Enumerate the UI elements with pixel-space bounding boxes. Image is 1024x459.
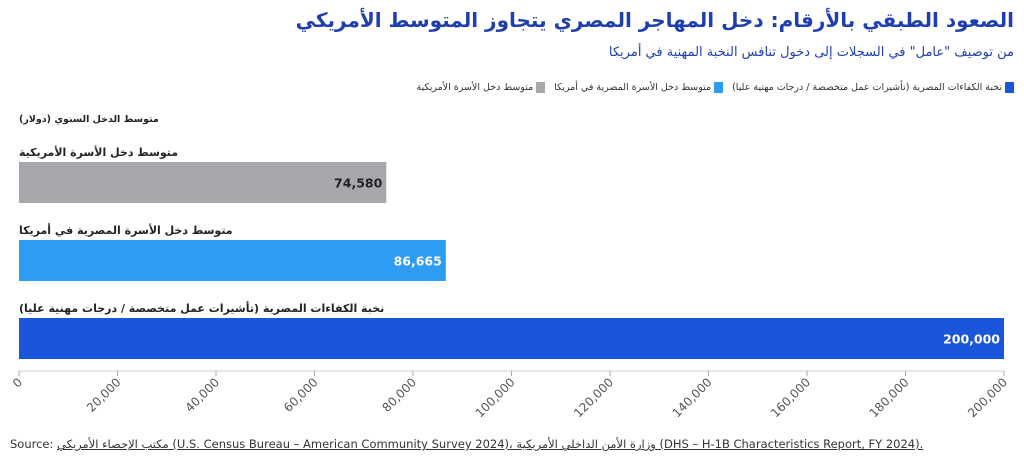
x-tick-label-1: 20,000 [84,375,124,415]
legend-swatch-elite [1005,82,1014,93]
legend-swatch-us-household [536,82,546,93]
x-tick-label-9: 180,000 [867,375,912,420]
x-tick-label-4: 80,000 [380,375,420,415]
x-tick-label-0: 0 [10,375,25,390]
category-label-0: متوسط دخل الأسرة الأمريكية [19,145,178,159]
y-axis-title: متوسط الدخل السنوي (دولار) [19,114,159,125]
legend-label-egyptian-household: متوسط دخل الأسرة المصرية في أمريكا [554,82,712,93]
source-note: Source: مكتب الإحصاء الأمريكي (U.S. Cens… [10,437,923,451]
value-label-0: 74,580 [334,176,383,191]
legend-item-elite[interactable]: نخبة الكفاءات المصرية (تأشيرات عمل متخصص… [732,82,1014,93]
x-tick-label-5: 100,000 [473,375,518,420]
source-link[interactable]: مكتب الإحصاء الأمريكي (U.S. Census Burea… [57,437,924,451]
x-tick-label-10: 200,000 [965,375,1010,420]
legend-label-us-household: متوسط دخل الأسرة الأمريكية [416,82,534,93]
x-tick-label-6: 120,000 [571,375,616,420]
category-label-1: متوسط دخل الأسرة المصرية في أمريكا [19,223,233,237]
source-label: Source: [10,437,54,451]
x-tick-label-8: 160,000 [768,375,813,420]
chart-title: الصعود الطبقي بالأرقام: دخل المهاجر المص… [295,8,1014,32]
x-tick-label-7: 140,000 [670,375,715,420]
bar-0[interactable] [19,162,387,203]
value-label-2: 200,000 [943,332,1000,347]
legend-item-us-household[interactable]: متوسط دخل الأسرة الأمريكية [416,82,546,93]
category-label-2: نخبة الكفاءات المصرية (تأشيرات عمل متخصص… [19,301,384,315]
legend: نخبة الكفاءات المصرية (تأشيرات عمل متخصص… [10,82,1014,93]
bar-1[interactable] [19,240,446,281]
legend-item-egyptian-household[interactable]: متوسط دخل الأسرة المصرية في أمريكا [554,82,724,93]
x-tick-label-2: 40,000 [183,375,223,415]
value-label-1: 86,665 [394,254,442,269]
bar-2[interactable] [19,318,1004,359]
legend-swatch-egyptian-household [714,82,724,93]
legend-label-elite: نخبة الكفاءات المصرية (تأشيرات عمل متخصص… [732,82,1002,93]
chart-subtitle: من توصيف "عامل" في السجلات إلى دخول تناف… [608,45,1014,60]
x-tick-label-3: 60,000 [281,375,321,415]
